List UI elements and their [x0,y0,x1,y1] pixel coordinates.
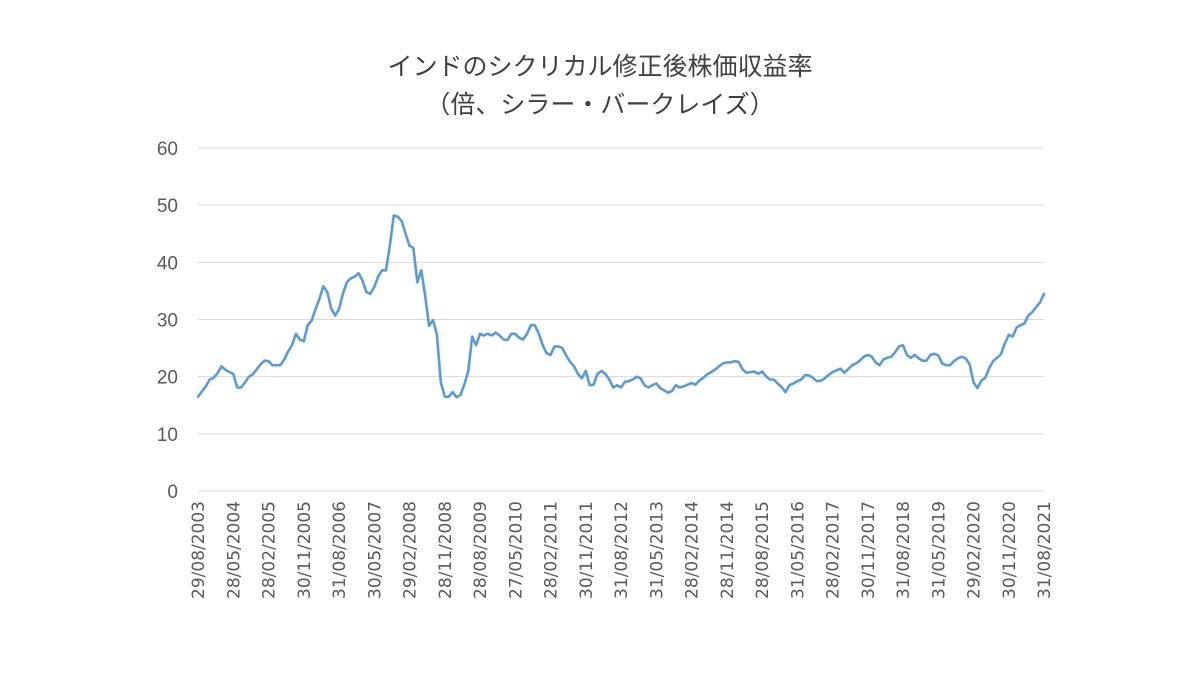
x-tick-label: 31/08/2018 [894,501,914,599]
x-tick-label: 29/02/2020 [965,501,985,599]
x-tick-label: 30/11/2005 [295,501,315,599]
y-tick-label: 60 [157,139,178,160]
chart-title-line2: （倍、シラー・バークレイズ） [425,90,775,119]
y-tick-label: 50 [157,196,178,217]
x-tick-label: 29/08/2003 [189,501,209,599]
x-tick-label: 29/02/2008 [401,501,421,599]
x-tick-label: 28/02/2017 [824,501,844,599]
x-tick-label: 28/02/2014 [683,501,703,599]
x-tick-label: 28/08/2015 [753,501,773,599]
y-tick-label: 40 [157,253,178,274]
y-axis-tick-labels: 0 10 20 30 40 50 60 [157,139,178,503]
x-tick-label: 30/05/2007 [365,501,385,599]
y-tick-label: 30 [157,311,178,332]
y-tick-label: 10 [157,425,178,446]
x-tick-label: 28/05/2004 [224,501,244,599]
y-tick-label: 0 [167,482,178,503]
data-series-line [196,214,1046,399]
x-tick-label: 30/11/2017 [859,501,879,599]
x-tick-label: 28/02/2011 [542,501,562,599]
y-tick-label: 20 [157,368,178,389]
x-tick-label: 28/11/2014 [718,501,738,599]
x-tick-label: 30/11/2020 [1000,501,1020,599]
x-tick-label: 28/02/2005 [260,501,280,599]
x-tick-label: 31/05/2019 [929,501,949,599]
x-tick-label: 31/05/2016 [788,501,808,599]
x-tick-label: 31/08/2012 [612,501,632,599]
x-tick-label: 31/08/2021 [1035,501,1055,599]
x-tick-label: 28/08/2009 [471,501,491,599]
x-tick-label: 27/05/2010 [506,501,526,599]
x-tick-label: 28/11/2008 [436,501,456,599]
gridlines [198,147,1044,492]
x-axis-tick-labels: 29/08/2003 28/05/2004 28/02/2005 30/11/2005… [189,501,1055,599]
x-tick-label: 31/05/2013 [647,501,667,599]
x-tick-label: 30/11/2011 [577,501,597,599]
x-tick-label: 31/08/2006 [330,501,350,599]
chart-title-line1: インドのシクリカル修正後株価収益率 [387,52,813,81]
